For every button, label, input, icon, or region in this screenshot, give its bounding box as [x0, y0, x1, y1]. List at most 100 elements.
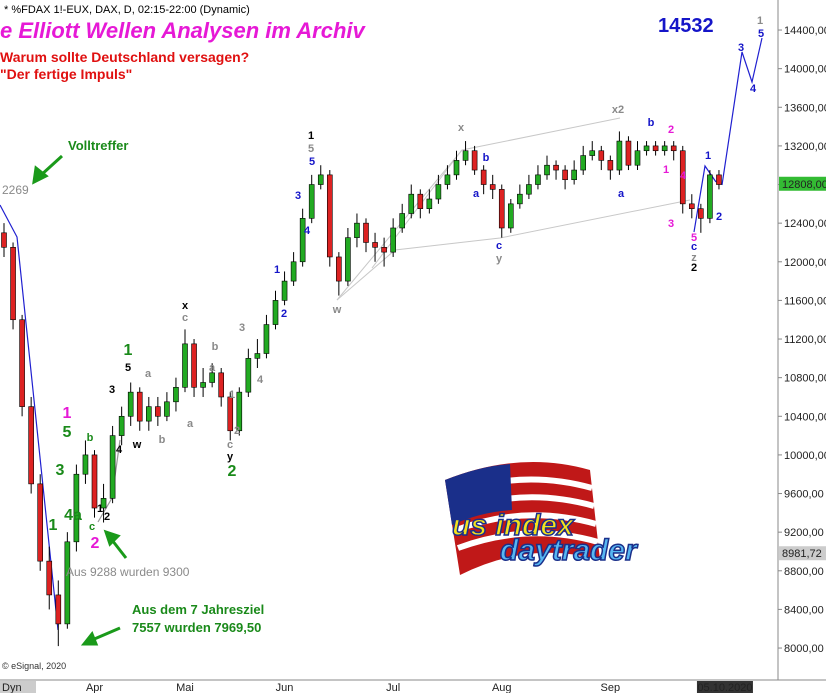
candle-body	[616, 140, 623, 171]
candle-body	[236, 391, 243, 432]
arrow	[110, 539, 128, 559]
wave-label: b	[483, 152, 490, 164]
wave-label: c	[182, 312, 188, 324]
arrow-head	[32, 165, 49, 185]
wave-label: 1	[229, 389, 235, 401]
candle-body	[435, 184, 442, 200]
candle-body	[625, 140, 632, 166]
wave-path-left	[0, 204, 59, 631]
wave-label: 5	[63, 424, 72, 441]
candle-body	[417, 193, 424, 209]
candle-body	[661, 145, 668, 152]
wave-label: b	[87, 432, 94, 444]
y-tick-label: 11600,00	[784, 295, 826, 307]
wave-label: a	[618, 188, 625, 200]
candle-body	[553, 164, 559, 171]
candle-body	[498, 189, 505, 229]
wave-label: y	[227, 451, 234, 463]
axes: 8000,00 8400,00 8800,00 9200,00 9600,00 10000…	[86, 25, 826, 693]
wave-label: 4	[750, 83, 757, 95]
wave-label: a	[473, 188, 480, 200]
candle-body	[263, 324, 270, 354]
y-tick-label: 11200,00	[784, 334, 826, 346]
wave-label: 4	[116, 444, 123, 456]
candle-body	[146, 406, 152, 422]
price-marker	[779, 176, 826, 191]
candle-body	[173, 387, 179, 403]
candle-body	[19, 319, 25, 407]
annotation: Aus 9288 wurden 9300	[66, 565, 190, 579]
candle-body	[37, 483, 44, 562]
wave-label: 3	[738, 42, 744, 54]
candle-body	[218, 372, 224, 398]
candle-body	[453, 160, 460, 176]
candle-body	[643, 145, 650, 152]
candle-body	[127, 391, 134, 417]
wave-label: 1	[308, 130, 314, 142]
subtitle: "Der fertige Impuls"	[0, 66, 132, 82]
annotation: 2269	[2, 183, 29, 197]
wave-path-right	[721, 37, 763, 186]
candle-body	[535, 174, 541, 185]
projection-lines	[0, 37, 763, 631]
x-tick-label: Mai	[176, 682, 194, 693]
candle-body	[571, 169, 577, 181]
channel-lower	[336, 199, 691, 301]
y-tick-label: 14000,00	[784, 64, 826, 76]
candle-body	[91, 454, 98, 509]
wave-label: 1	[705, 150, 711, 162]
candle-body	[227, 396, 234, 432]
wave-label: 5	[308, 143, 314, 155]
logo-text: daytrader	[500, 534, 639, 567]
candle-body	[191, 343, 197, 388]
y-tick-label: 9600,00	[784, 489, 824, 501]
wave-label: 5	[691, 232, 697, 244]
wave-label: 3	[109, 384, 115, 396]
arrow-head	[80, 631, 99, 646]
wave-label: 1	[63, 405, 72, 422]
candle-body	[345, 237, 351, 282]
candle-body	[679, 150, 686, 205]
candle-body	[299, 218, 306, 263]
y-tick-label: 8000,00	[784, 643, 824, 655]
y-tick-label: 10000,00	[784, 450, 826, 462]
y-tick-label: 10800,00	[784, 373, 826, 385]
wave-label: 2	[691, 262, 697, 274]
candle-body	[372, 242, 378, 248]
candle-body	[73, 473, 80, 543]
candle-body	[489, 184, 496, 190]
subtitle: Warum sollte Deutschland versagen?	[0, 49, 249, 65]
x-tick-label: Aug	[492, 682, 512, 693]
candle-body	[480, 169, 487, 185]
candle-body	[562, 169, 568, 181]
arrow	[91, 626, 121, 642]
wave-label: w	[132, 439, 142, 451]
candle-body	[381, 246, 387, 253]
candle-body	[182, 343, 188, 388]
wave-label: a	[187, 418, 194, 430]
flag-canton	[445, 464, 512, 525]
wave-label: 5	[309, 156, 315, 168]
candle-body	[164, 401, 170, 417]
annotation: Aus dem 7 Jahresziel	[132, 602, 264, 617]
candle-body	[290, 261, 297, 282]
wave-label: x	[182, 300, 189, 312]
wave-label: z	[691, 252, 697, 264]
wave-label: 1	[124, 342, 133, 359]
date-box	[696, 681, 753, 693]
wave-label: a	[209, 362, 216, 374]
wave-label: c	[227, 439, 233, 451]
candle-body	[526, 184, 532, 195]
candle-body	[118, 415, 125, 436]
candle-body	[408, 193, 415, 214]
candle-body	[598, 150, 605, 161]
candle-body	[670, 145, 677, 152]
candle-body	[580, 155, 587, 171]
candle-body	[471, 150, 478, 171]
y-tick-label: 9200,00	[784, 527, 824, 539]
candles	[1, 131, 722, 647]
candle-body	[109, 435, 116, 499]
wave-label: 3	[295, 190, 301, 202]
wave-label: x2	[612, 104, 624, 116]
